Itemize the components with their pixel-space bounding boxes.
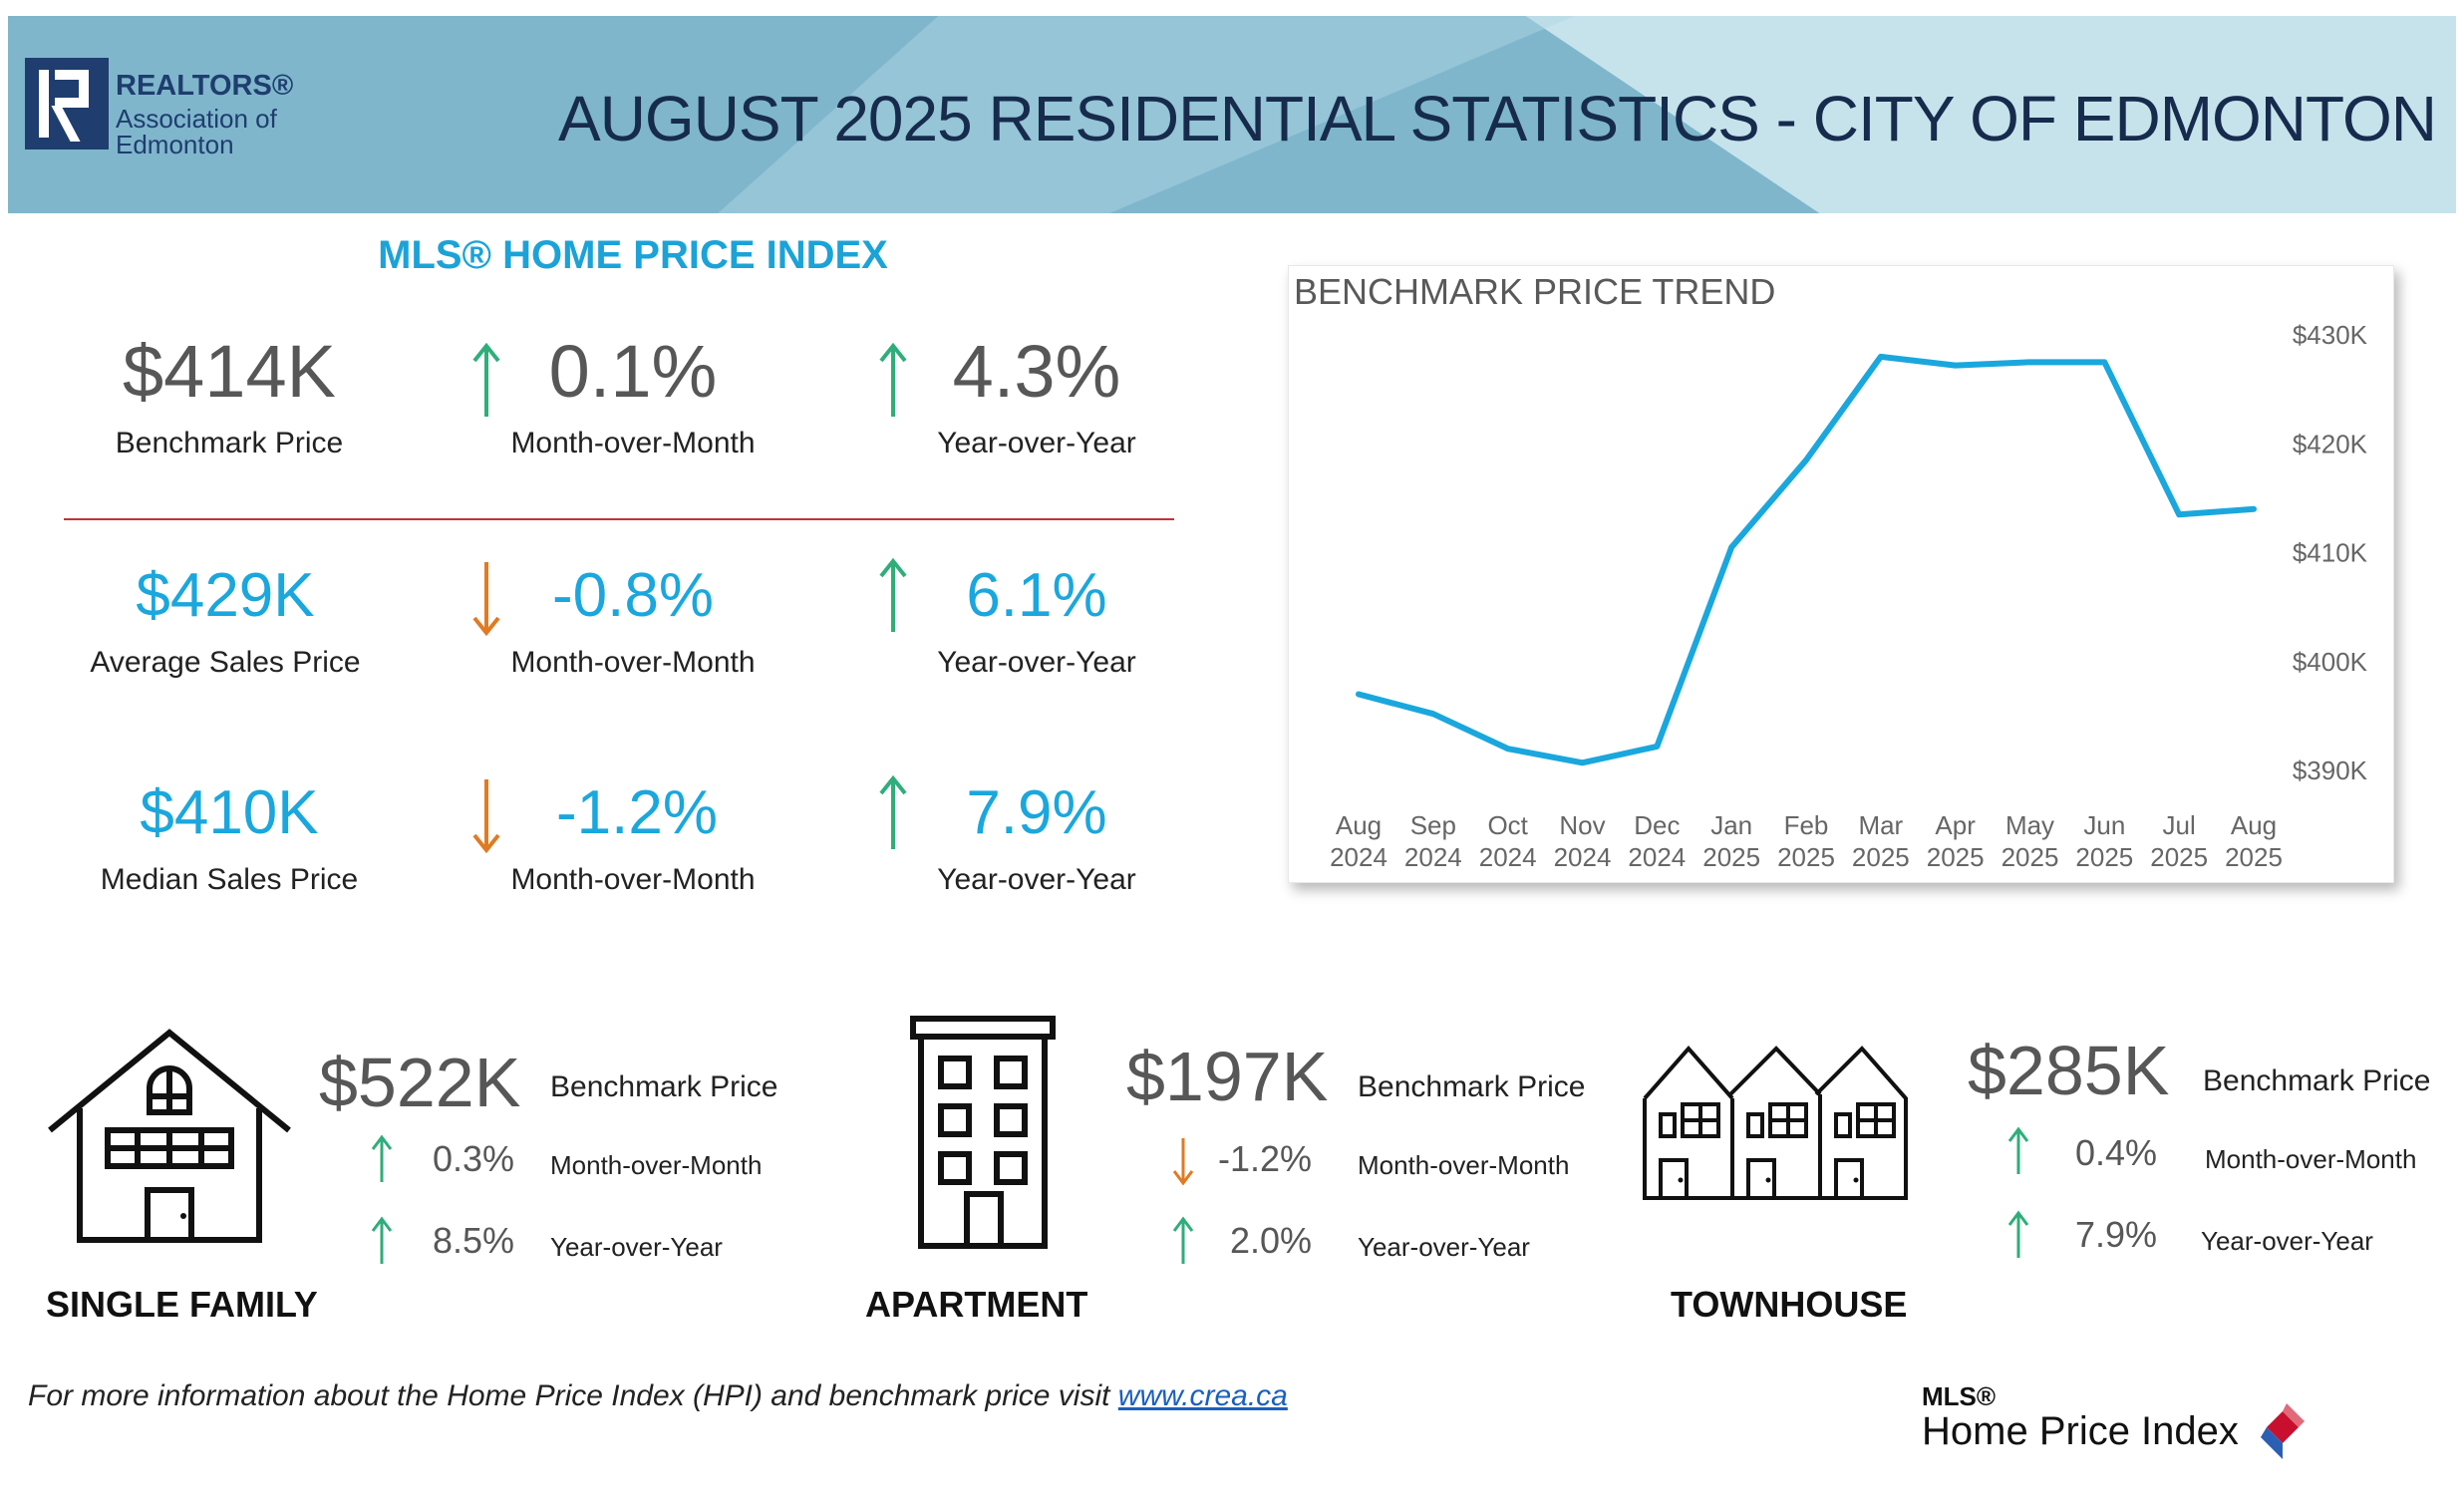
apartment-label: APARTMENT bbox=[865, 1284, 1088, 1325]
apartment-benchmark-label: Benchmark Price bbox=[1358, 1070, 1586, 1103]
apartment-benchmark-value: $197K bbox=[1126, 1038, 1329, 1115]
x-tick-label: Mar 2025 bbox=[1852, 810, 1910, 872]
benchmark-price-value: $414K bbox=[123, 330, 336, 413]
average-price-label: Average Sales Price bbox=[90, 646, 361, 679]
mls-diamond-logo-icon bbox=[2261, 1403, 2305, 1459]
townhouse-icon bbox=[1643, 1045, 1908, 1200]
x-tick-label: Jan 2025 bbox=[1702, 810, 1760, 872]
hpi-heading: MLS® HOME PRICE INDEX bbox=[378, 233, 888, 277]
benchmark-yoy-value: 4.3% bbox=[952, 330, 1121, 413]
mls-logo-small-text: MLS® bbox=[1922, 1381, 1997, 1411]
x-tick-label: Jun 2025 bbox=[2075, 810, 2133, 872]
arrow-down-icon bbox=[472, 562, 500, 636]
arrow-down-icon bbox=[472, 779, 500, 853]
x-tick-label: May 2025 bbox=[2002, 810, 2059, 872]
arrow-up-icon bbox=[2007, 1126, 2029, 1174]
apartment-mom-value: -1.2% bbox=[1218, 1138, 1313, 1179]
arrow-up-icon bbox=[879, 775, 907, 849]
townhouse-label: TOWNHOUSE bbox=[1671, 1284, 1908, 1325]
single-family-mom-value: 0.3% bbox=[433, 1138, 515, 1179]
arrow-up-icon bbox=[879, 558, 907, 632]
average-yoy-value: 6.1% bbox=[966, 561, 1107, 630]
townhouse-mom-label: Month-over-Month bbox=[2205, 1144, 2417, 1174]
chart-title: BENCHMARK PRICE TREND bbox=[1294, 271, 1775, 312]
benchmark-yoy-label: Year-over-Year bbox=[937, 427, 1136, 459]
apartment-building-icon bbox=[910, 1016, 1056, 1249]
arrow-down-icon bbox=[1172, 1138, 1194, 1186]
benchmark-trend-chart: BENCHMARK PRICE TREND $390K $400K $410K $420… bbox=[1288, 265, 2394, 883]
townhouse-benchmark-label: Benchmark Price bbox=[2203, 1064, 2431, 1097]
logo-line-1: REALTORS® bbox=[116, 70, 294, 102]
logo-line-2: Association of bbox=[116, 104, 277, 134]
apartment-yoy-value: 2.0% bbox=[1230, 1220, 1313, 1261]
series-line bbox=[1356, 353, 2257, 766]
townhouse-yoy-label: Year-over-Year bbox=[2201, 1226, 2373, 1256]
y-tick-label: $420K bbox=[2293, 429, 2368, 458]
section-divider bbox=[64, 518, 1174, 520]
footer-note: For more information about the Home Pric… bbox=[28, 1379, 1288, 1413]
median-yoy-value: 7.9% bbox=[966, 778, 1107, 847]
footer-note-text: For more information about the Home Pric… bbox=[28, 1379, 1118, 1412]
benchmark-price-label: Benchmark Price bbox=[115, 427, 344, 459]
apartment-mom-label: Month-over-Month bbox=[1358, 1150, 1570, 1180]
arrow-up-icon bbox=[2007, 1210, 2029, 1258]
median-mom-label: Month-over-Month bbox=[510, 863, 756, 896]
townhouse-mom-value: 0.4% bbox=[2075, 1132, 2158, 1173]
house-icon bbox=[48, 1029, 291, 1243]
y-tick-label: $430K bbox=[2293, 320, 2368, 350]
x-tick-label: Jul 2025 bbox=[2150, 810, 2208, 872]
x-tick-label: Apr 2025 bbox=[1927, 810, 1985, 872]
average-price-value: $429K bbox=[136, 561, 315, 630]
y-tick-label: $410K bbox=[2293, 538, 2368, 568]
benchmark-mom-label: Month-over-Month bbox=[510, 427, 756, 459]
realtors-logo-icon bbox=[25, 58, 109, 150]
arrow-up-icon bbox=[371, 1134, 393, 1182]
x-tick-label: Nov 2024 bbox=[1554, 810, 1612, 872]
y-tick-label: $390K bbox=[2293, 756, 2368, 785]
crea-link[interactable]: www.crea.ca bbox=[1117, 1379, 1288, 1412]
arrow-up-icon bbox=[879, 343, 907, 417]
arrow-up-icon bbox=[1172, 1216, 1194, 1264]
median-yoy-label: Year-over-Year bbox=[937, 863, 1136, 896]
single-family-mom-label: Month-over-Month bbox=[550, 1150, 763, 1180]
x-tick-label: Sep 2024 bbox=[1404, 810, 1462, 872]
single-family-yoy-value: 8.5% bbox=[433, 1220, 515, 1261]
average-mom-label: Month-over-Month bbox=[510, 646, 756, 679]
chart-canvas: BENCHMARK PRICE TREND $390K $400K $410K $420… bbox=[1294, 271, 2368, 872]
y-tick-label: $400K bbox=[2293, 647, 2368, 677]
header-banner bbox=[8, 16, 2456, 213]
average-mom-value: -0.8% bbox=[552, 561, 714, 630]
single-family-yoy-label: Year-over-Year bbox=[550, 1232, 723, 1262]
single-family-label: SINGLE FAMILY bbox=[46, 1284, 318, 1325]
townhouse-benchmark-value: $285K bbox=[1968, 1032, 2170, 1109]
single-family-benchmark-value: $522K bbox=[319, 1044, 521, 1121]
page-title: AUGUST 2025 RESIDENTIAL STATISTICS - CIT… bbox=[558, 83, 2437, 154]
median-mom-value: -1.2% bbox=[556, 778, 718, 847]
x-tick-label: Aug 2024 bbox=[1330, 810, 1387, 872]
arrow-up-icon bbox=[472, 343, 500, 417]
average-yoy-label: Year-over-Year bbox=[937, 646, 1136, 679]
logo-line-3: Edmonton bbox=[116, 130, 234, 159]
x-tick-label: Dec 2024 bbox=[1628, 810, 1686, 872]
benchmark-mom-value: 0.1% bbox=[548, 330, 718, 413]
apartment-yoy-label: Year-over-Year bbox=[1358, 1232, 1530, 1262]
arrow-up-icon bbox=[371, 1216, 393, 1264]
single-family-benchmark-label: Benchmark Price bbox=[550, 1070, 778, 1103]
mls-logo-text: Home Price Index bbox=[1922, 1409, 2239, 1453]
median-price-label: Median Sales Price bbox=[100, 863, 359, 896]
townhouse-yoy-value: 7.9% bbox=[2075, 1214, 2158, 1255]
x-tick-label: Feb 2025 bbox=[1777, 810, 1835, 872]
x-tick-label: Oct 2024 bbox=[1479, 810, 1537, 872]
x-tick-label: Aug 2025 bbox=[2225, 810, 2283, 872]
median-price-value: $410K bbox=[140, 778, 319, 847]
